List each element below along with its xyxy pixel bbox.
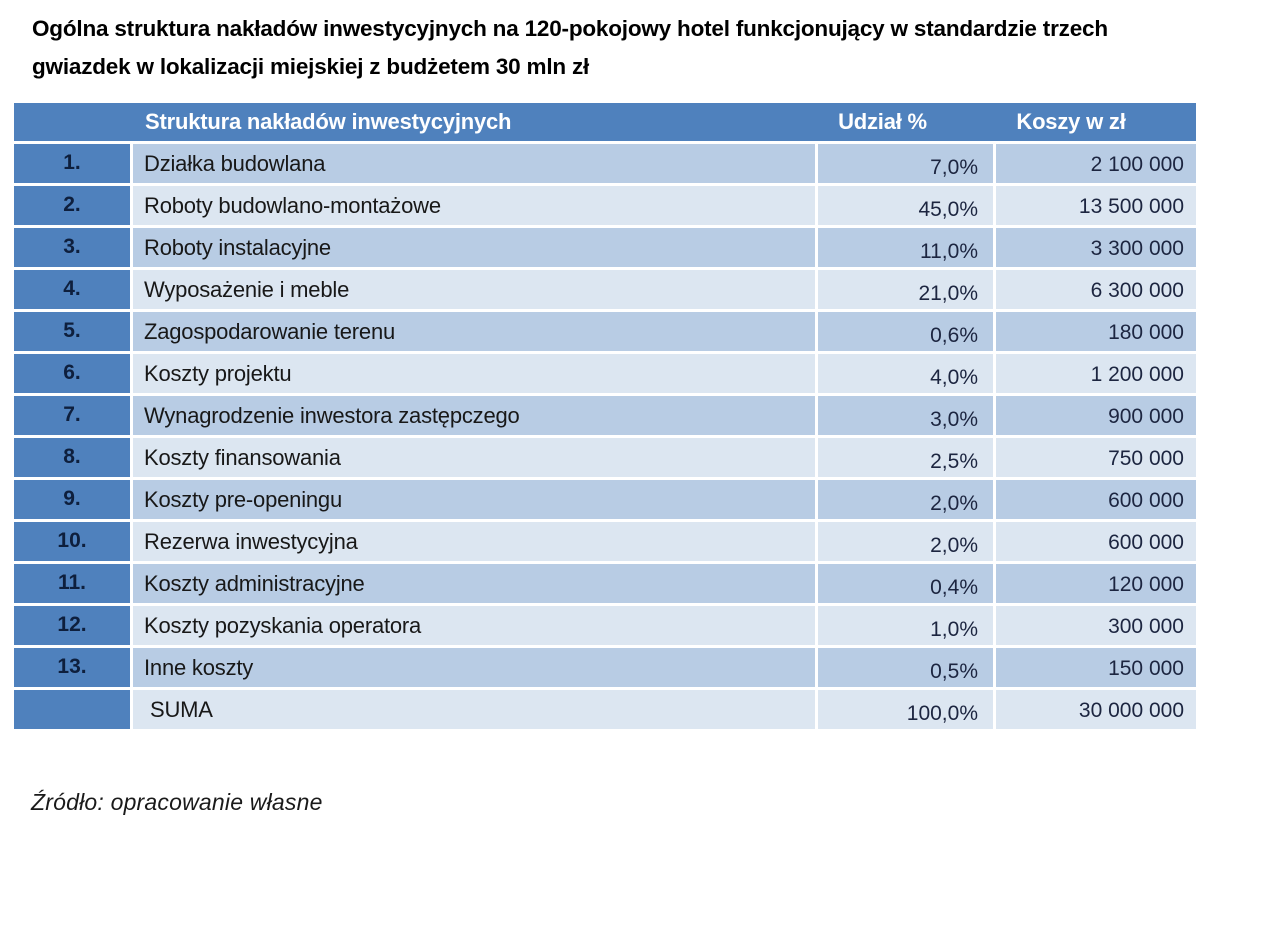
row-share-cell: 4,0% <box>818 354 993 393</box>
row-number-cell: 6. <box>14 354 130 393</box>
row-name-cell: Roboty budowlano-montażowe <box>133 186 815 225</box>
row-number-cell: 7. <box>14 396 130 435</box>
row-share-cell: 0,4% <box>818 564 993 603</box>
summary-cost-cell: 30 000 000 <box>996 690 1196 729</box>
row-cost-cell: 6 300 000 <box>996 270 1196 309</box>
row-name-cell: Koszty pre-openingu <box>133 480 815 519</box>
row-name-cell: Zagospodarowanie terenu <box>133 312 815 351</box>
row-number-cell: 3. <box>14 228 130 267</box>
row-cost-cell: 13 500 000 <box>996 186 1196 225</box>
row-cost-cell: 900 000 <box>996 396 1196 435</box>
row-share-cell: 7,0% <box>818 144 993 183</box>
table-header-row: Struktura nakładów inwestycyjnych Udział… <box>14 103 1196 141</box>
row-name-cell: Koszty administracyjne <box>133 564 815 603</box>
summary-share-cell: 100,0% <box>818 690 993 729</box>
row-name-cell: Inne koszty <box>133 648 815 687</box>
table-body: 1. Działka budowlana 7,0% 2 100 000 2. R… <box>14 144 1196 687</box>
table-row: 1. Działka budowlana 7,0% 2 100 000 <box>14 144 1196 183</box>
row-name-cell: Wyposażenie i meble <box>133 270 815 309</box>
table-row: 13. Inne koszty 0,5% 150 000 <box>14 648 1196 687</box>
row-name-cell: Wynagrodzenie inwestora zastępczego <box>133 396 815 435</box>
table-row: 9. Koszty pre-openingu 2,0% 600 000 <box>14 480 1196 519</box>
table-row: 12. Koszty pozyskania operatora 1,0% 300… <box>14 606 1196 645</box>
row-number-cell: 11. <box>14 564 130 603</box>
source-note: Źródło: opracowanie własne <box>31 789 323 815</box>
row-number-cell: 8. <box>14 438 130 477</box>
row-number-cell: 13. <box>14 648 130 687</box>
row-cost-cell: 600 000 <box>996 480 1196 519</box>
row-share-cell: 0,6% <box>818 312 993 351</box>
row-number-cell: 10. <box>14 522 130 561</box>
summary-row: SUMA 100,0% 30 000 000 <box>14 690 1196 729</box>
row-share-cell: 0,5% <box>818 648 993 687</box>
row-cost-cell: 3 300 000 <box>996 228 1196 267</box>
row-share-cell: 1,0% <box>818 606 993 645</box>
row-cost-cell: 150 000 <box>996 648 1196 687</box>
table-row: 6. Koszty projektu 4,0% 1 200 000 <box>14 354 1196 393</box>
row-name-cell: Koszty pozyskania operatora <box>133 606 815 645</box>
table-row: 11. Koszty administracyjne 0,4% 120 000 <box>14 564 1196 603</box>
row-cost-cell: 2 100 000 <box>996 144 1196 183</box>
row-cost-cell: 750 000 <box>996 438 1196 477</box>
summary-name-cell: SUMA <box>133 690 815 729</box>
row-number-cell: 5. <box>14 312 130 351</box>
table-row: 7. Wynagrodzenie inwestora zastępczego 3… <box>14 396 1196 435</box>
row-cost-cell: 600 000 <box>996 522 1196 561</box>
row-share-cell: 2,0% <box>818 480 993 519</box>
row-name-cell: Koszty projektu <box>133 354 815 393</box>
table-row: 10. Rezerwa inwestycyjna 2,0% 600 000 <box>14 522 1196 561</box>
page-title-line-1: Ogólna struktura nakładów inwestycyjnych… <box>32 16 1108 41</box>
table-row: 8. Koszty finansowania 2,5% 750 000 <box>14 438 1196 477</box>
row-cost-cell: 300 000 <box>996 606 1196 645</box>
header-cell-cost: Koszy w zł <box>1016 109 1126 134</box>
row-number-cell: 12. <box>14 606 130 645</box>
row-number-cell: 1. <box>14 144 130 183</box>
row-number-cell: 9. <box>14 480 130 519</box>
row-cost-cell: 1 200 000 <box>996 354 1196 393</box>
row-number-cell: 4. <box>14 270 130 309</box>
page-title-line-2: gwiazdek w lokalizacji miejskiej z budże… <box>32 54 590 79</box>
row-share-cell: 21,0% <box>818 270 993 309</box>
row-share-cell: 3,0% <box>818 396 993 435</box>
row-share-cell: 2,0% <box>818 522 993 561</box>
table-row: 2. Roboty budowlano-montażowe 45,0% 13 5… <box>14 186 1196 225</box>
table-row: 5. Zagospodarowanie terenu 0,6% 180 000 <box>14 312 1196 351</box>
row-cost-cell: 180 000 <box>996 312 1196 351</box>
row-share-cell: 45,0% <box>818 186 993 225</box>
row-name-cell: Rezerwa inwestycyjna <box>133 522 815 561</box>
table-row: 3. Roboty instalacyjne 11,0% 3 300 000 <box>14 228 1196 267</box>
row-share-cell: 11,0% <box>818 228 993 267</box>
row-name-cell: Koszty finansowania <box>133 438 815 477</box>
header-cell-structure: Struktura nakładów inwestycyjnych <box>145 109 512 134</box>
page-title: Ogólna struktura nakładów inwestycyjnych… <box>32 10 1262 86</box>
row-share-cell: 2,5% <box>818 438 993 477</box>
row-name-cell: Roboty instalacyjne <box>133 228 815 267</box>
header-cell-share: Udział % <box>838 109 927 134</box>
summary-number-cell <box>14 690 130 729</box>
row-cost-cell: 120 000 <box>996 564 1196 603</box>
table-row: 4. Wyposażenie i meble 21,0% 6 300 000 <box>14 270 1196 309</box>
investment-table: Struktura nakładów inwestycyjnych Udział… <box>14 103 1196 732</box>
row-name-cell: Działka budowlana <box>133 144 815 183</box>
row-number-cell: 2. <box>14 186 130 225</box>
